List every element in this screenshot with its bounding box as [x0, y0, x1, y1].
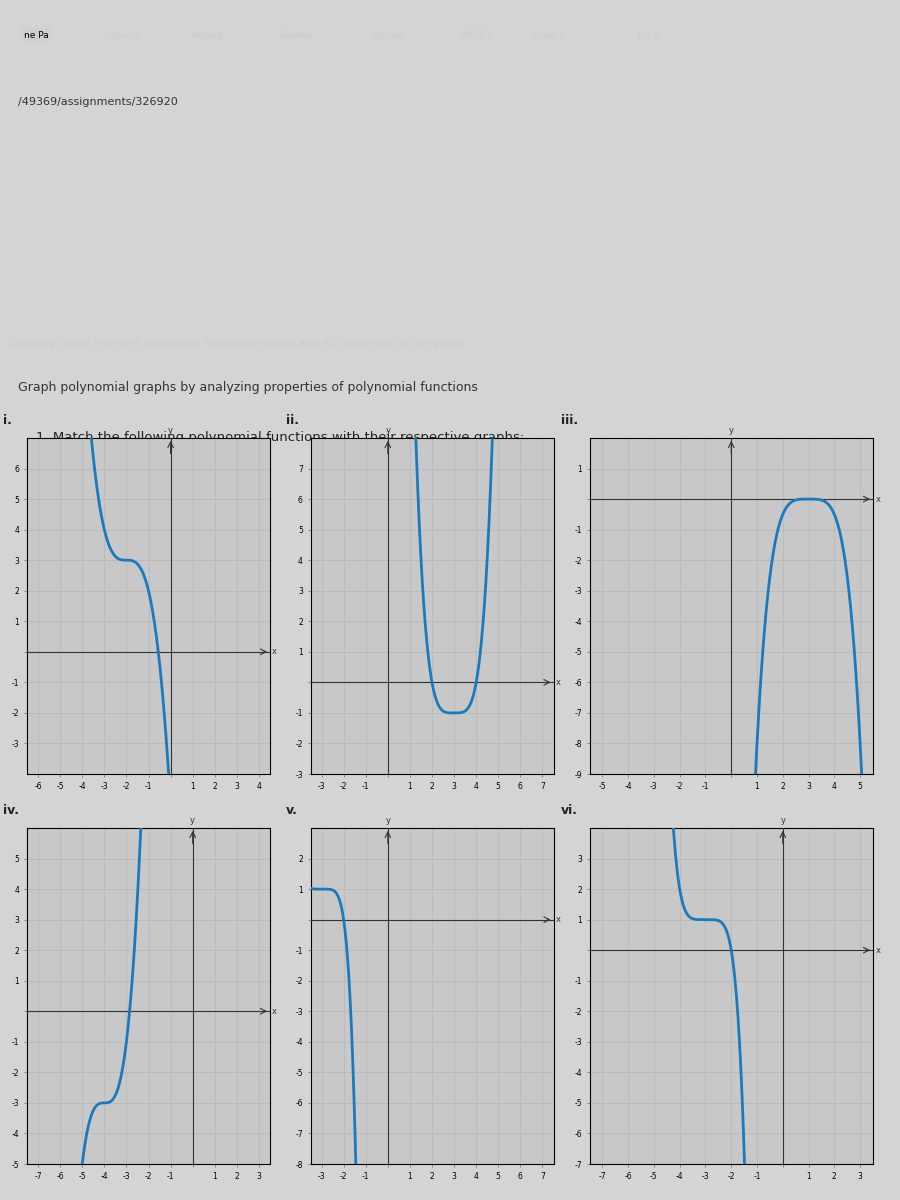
- Text: structu: structu: [110, 30, 142, 40]
- Text: y: y: [385, 426, 391, 434]
- Text: iii.: iii.: [562, 414, 579, 427]
- Text: iv.: iv.: [3, 804, 19, 817]
- Text: vi.: vi.: [562, 804, 578, 817]
- Text: Graph polynomial graphs by analyzing properties of polynomial functions: Graph polynomial graphs by analyzing pro…: [18, 382, 478, 394]
- Text: ii.: ii.: [286, 414, 299, 427]
- Text: i.: i.: [3, 414, 12, 427]
- Text: x: x: [555, 678, 561, 686]
- Text: Learning Goals: Interpret polynomial function behavior and its connection to the: Learning Goals: Interpret polynomial fun…: [9, 338, 467, 349]
- Text: Class S: Class S: [533, 30, 565, 40]
- Text: a). $g(x) = -\dfrac{1}{3}x^6 - 2$: a). $g(x) = -\dfrac{1}{3}x^6 - 2$: [54, 478, 177, 504]
- Text: 1. Match the following polynomial functions with their respective graphs:: 1. Match the following polynomial functi…: [36, 431, 524, 444]
- Text: y: y: [190, 816, 195, 824]
- Text: y: y: [385, 816, 391, 824]
- Text: v.: v.: [286, 804, 298, 817]
- Text: f). $n(x) = (-x+3)^4 - 1$: f). $n(x) = (-x+3)^4 - 1$: [54, 664, 193, 682]
- Text: x: x: [272, 1007, 277, 1015]
- Text: b). $f(x) = -\dfrac{1}{2}(x-3)^4$: b). $f(x) = -\dfrac{1}{2}(x-3)^4$: [54, 516, 184, 541]
- Text: y: y: [780, 816, 786, 824]
- Text: c). $k(x) = -(x+2)^3 + 3$: c). $k(x) = -(x+2)^3 + 3$: [54, 553, 200, 571]
- Text: y: y: [729, 426, 733, 434]
- Text: x: x: [876, 494, 880, 504]
- Text: Bartleb: Bartleb: [281, 30, 313, 40]
- Text: WRIT 1: WRIT 1: [461, 30, 493, 40]
- Text: Writing: Writing: [191, 30, 223, 40]
- Text: /49369/assignments/326920: /49369/assignments/326920: [18, 97, 178, 107]
- Text: x: x: [272, 647, 277, 656]
- Text: McQue: McQue: [372, 30, 402, 40]
- Text: x: x: [555, 916, 561, 924]
- Text: y: y: [168, 426, 173, 434]
- Text: e). $m(x) = (-x-3)^5 + 1$: e). $m(x) = (-x-3)^5 + 1$: [54, 628, 200, 644]
- Text: Hc X: Hc X: [637, 30, 659, 40]
- Text: ne Pa: ne Pa: [23, 30, 49, 40]
- Text: d). $p(x) = 2(x+4)^3 - 3$: d). $p(x) = 2(x+4)^3 - 3$: [54, 590, 194, 611]
- Text: x: x: [876, 946, 880, 955]
